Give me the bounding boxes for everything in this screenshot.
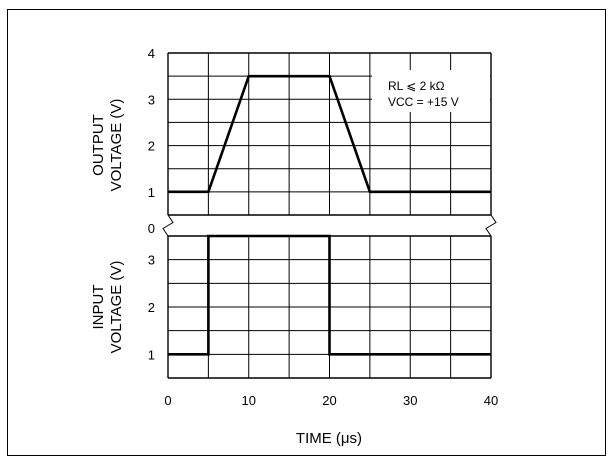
output-ylabel-line-2: VOLTAGE (V) [108,99,125,192]
axis-break-gap [166,216,493,235]
x-tick-label: 0 [164,393,171,408]
input-voltage-trace [168,234,491,356]
annotation-line-1: RL ⩽ 2 kΩ [388,79,445,93]
x-tick-label: 40 [484,393,498,408]
x-tick-label: 10 [242,393,256,408]
annotation-line-2: VCC = +15 V [388,95,459,109]
x-tick-label: 20 [322,393,336,408]
y-tick-label-output: 1 [148,185,155,200]
y-tick-label-input: 3 [148,253,155,268]
x-axis-label: TIME (μs) [296,430,362,447]
axis-break-label: 0 [148,221,155,236]
y-tick-label-input: 1 [148,347,155,362]
chart-traces [168,74,491,356]
y-tick-label-input: 2 [148,300,155,315]
axis-break-mark [162,214,174,237]
input-ylabel-line-2: VOLTAGE (V) [108,261,125,354]
y-tick-label-output: 3 [148,92,155,107]
axis-break-mark [485,214,497,237]
annotation-box [372,70,490,112]
output-voltage-trace [168,74,491,194]
y-tick-label-output: 2 [148,139,155,154]
x-tick-label: 30 [403,393,417,408]
input-ylabel-line-1: INPUT [90,285,107,330]
output-ylabel-line-1: OUTPUT [90,114,107,176]
y-tick-label-output: 4 [148,46,155,61]
